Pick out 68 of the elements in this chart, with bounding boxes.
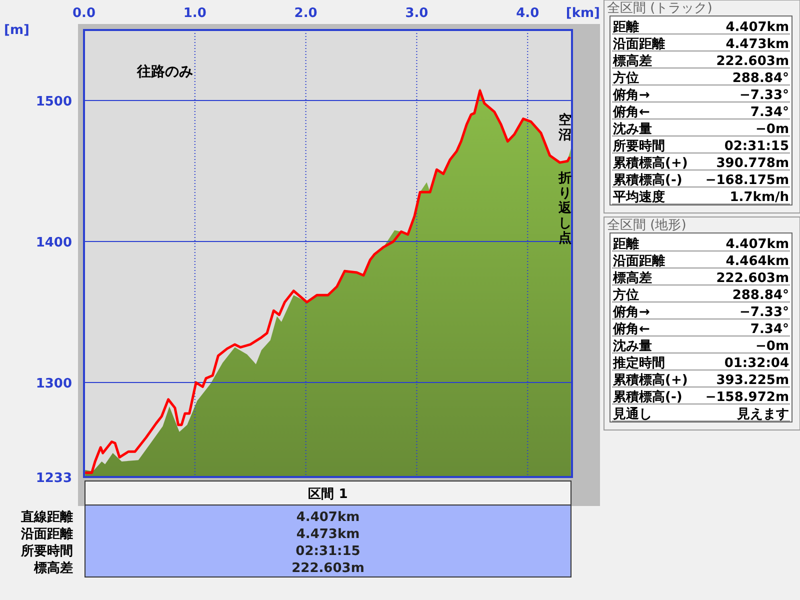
category-label: 直線距離 xyxy=(20,510,73,525)
x-axis-title: [km] xyxy=(566,6,600,21)
category-label: 標高差 xyxy=(612,53,652,69)
category-label: 見通し xyxy=(612,406,652,422)
text: 1.7km/h xyxy=(730,190,789,205)
text: −7.33° xyxy=(740,305,789,320)
text: 4.407km xyxy=(296,510,360,525)
category-label: 累積標高(-) xyxy=(612,172,682,188)
category-label: 距離 xyxy=(612,237,639,252)
text: 区間 1 xyxy=(308,487,348,502)
x-tick-label: 2.0 xyxy=(294,6,318,21)
category-label: 俯角→ xyxy=(612,304,650,320)
text: 全区間 (地形) xyxy=(607,218,686,233)
category-label: 沿面距離 xyxy=(612,37,665,52)
category-label: 平均速度 xyxy=(612,189,665,205)
text: 4.407km xyxy=(726,20,789,35)
y-axis-title: [m] xyxy=(4,23,30,38)
category-label: 所要時間 xyxy=(20,543,73,559)
category-label: 方位 xyxy=(612,287,639,303)
text: 02:31:15 xyxy=(296,544,360,559)
text: 390.778m xyxy=(716,156,789,171)
category-label: 俯角← xyxy=(612,104,650,120)
text: 02:31:15 xyxy=(724,139,789,154)
category-label: 沿面距離 xyxy=(20,527,73,542)
text: 4.464km xyxy=(726,254,789,269)
text: 7.34° xyxy=(750,322,789,337)
category-label: 標高差 xyxy=(33,560,73,576)
text: 222.603m xyxy=(292,561,364,576)
x-tick-label: 1.0 xyxy=(183,6,206,21)
text: −7.33° xyxy=(740,88,789,103)
text: 222.603m xyxy=(716,271,789,286)
text: 4.407km xyxy=(726,237,789,252)
x-tick-label: 0.0 xyxy=(72,6,96,21)
text: −158.972m xyxy=(705,390,789,405)
category-label: 沈み量 xyxy=(612,339,652,354)
category-label: 累積標高(+) xyxy=(612,372,688,388)
annotation: 空沼 xyxy=(558,112,572,143)
x-tick-label: 3.0 xyxy=(405,6,428,21)
text: −0m xyxy=(756,339,789,354)
text: −168.175m xyxy=(705,173,789,188)
category-label: 俯角← xyxy=(612,321,650,337)
y-tick-label: 1400 xyxy=(36,236,72,251)
category-label: 方位 xyxy=(612,70,639,86)
text: 4.473km xyxy=(296,527,360,542)
text: 393.225m xyxy=(716,373,789,388)
y-tick-label: 1300 xyxy=(36,376,72,392)
x-tick-label: 4.0 xyxy=(516,6,540,21)
category-label: 累積標高(-) xyxy=(612,389,682,405)
category-label: 標高差 xyxy=(612,270,652,286)
y-tick-label: 1500 xyxy=(36,94,72,110)
text: 見えます xyxy=(737,407,789,422)
text: 01:32:04 xyxy=(724,356,789,371)
text: 4.473km xyxy=(726,37,789,52)
category-label: 俯角→ xyxy=(612,87,650,103)
text: 全区間 (トラック) xyxy=(607,1,712,16)
category-label: 沈み量 xyxy=(612,122,652,137)
text: −0m xyxy=(756,122,789,137)
category-label: 沿面距離 xyxy=(612,254,665,269)
text: 7.34° xyxy=(750,105,789,120)
annotation: 往路のみ xyxy=(136,64,193,80)
category-label: 累積標高(+) xyxy=(612,155,688,171)
text: 288.84° xyxy=(732,288,789,303)
text: 288.84° xyxy=(732,71,789,86)
y-tick-label: 1233 xyxy=(36,471,72,486)
category-label: 推定時間 xyxy=(612,355,665,371)
text: 222.603m xyxy=(716,54,789,69)
category-label: 所要時間 xyxy=(612,138,665,154)
category-label: 距離 xyxy=(612,20,639,35)
